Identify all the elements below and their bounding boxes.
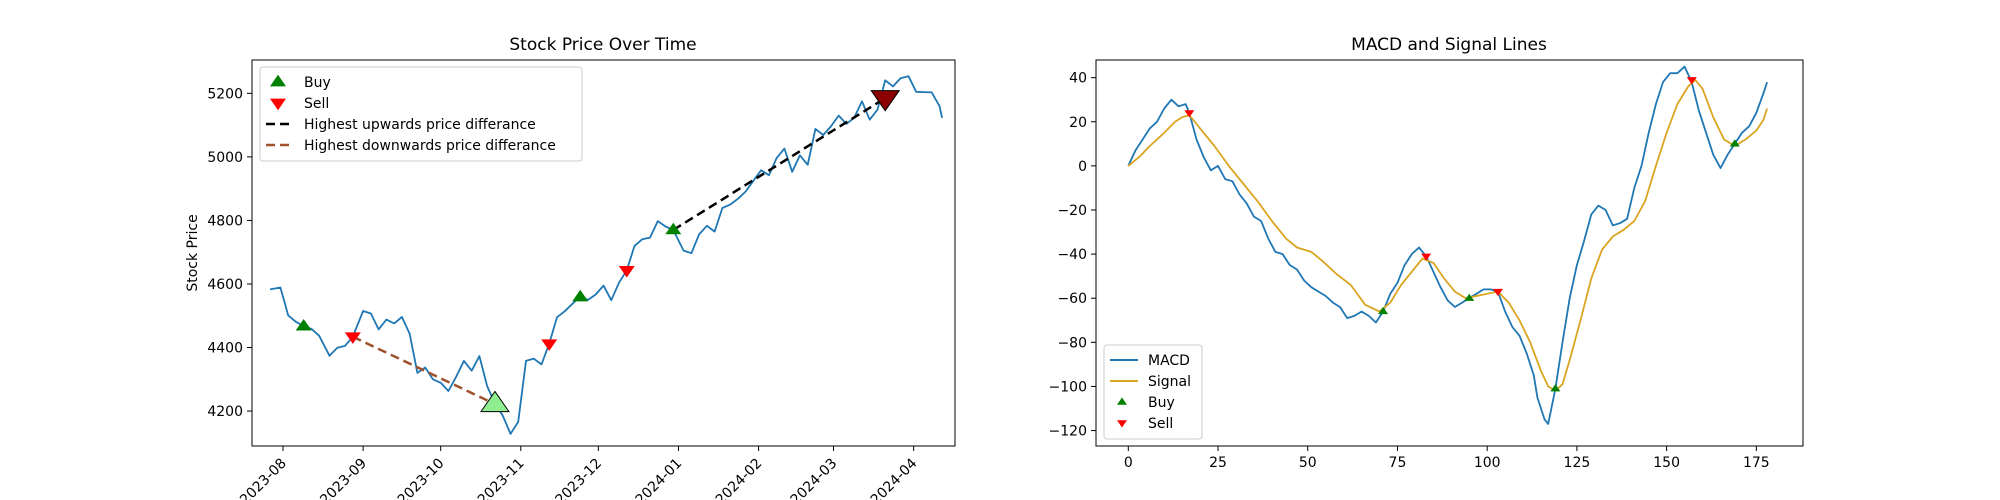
buy-marker bbox=[1378, 306, 1389, 315]
y-tick-label: 4400 bbox=[207, 341, 243, 357]
y-tick-label: −40 bbox=[1057, 247, 1087, 263]
x-tick-label: 2023-10 bbox=[395, 456, 448, 500]
legend: Buy Sell Highest upwards price differance H… bbox=[259, 66, 583, 162]
buy-marker bbox=[665, 222, 682, 235]
x-tick-label: 150 bbox=[1653, 455, 1680, 471]
downward-difference-line bbox=[352, 335, 496, 406]
x-tick-label: 125 bbox=[1564, 455, 1591, 471]
buy-marker bbox=[1729, 139, 1740, 147]
buy-marker bbox=[1550, 384, 1561, 392]
y-tick-label: −20 bbox=[1057, 203, 1087, 219]
price-line bbox=[269, 75, 943, 435]
y-tick-label: 0 bbox=[1078, 159, 1087, 175]
x-tick-label: 175 bbox=[1743, 455, 1770, 471]
y-tick-label: 4800 bbox=[207, 213, 243, 229]
sell-marker bbox=[618, 265, 635, 278]
x-tick-label: 2023-11 bbox=[475, 456, 528, 500]
x-tick-label: 2023-09 bbox=[317, 456, 370, 500]
legend-buy-icon bbox=[1117, 397, 1127, 405]
legend: MACD Signal Buy Sell bbox=[1103, 344, 1203, 440]
highlight-sell-marker bbox=[870, 90, 901, 112]
x-tick-label: 25 bbox=[1209, 455, 1227, 471]
sell-marker bbox=[1686, 77, 1697, 85]
price-chart-title: Stock Price Over Time bbox=[509, 35, 696, 55]
buy-marker bbox=[295, 319, 312, 331]
x-tick-label: 2024-04 bbox=[868, 455, 921, 500]
legend-label: Signal bbox=[1148, 374, 1191, 390]
legend-label: Buy bbox=[1148, 395, 1175, 411]
sell-marker bbox=[1184, 110, 1195, 118]
signal-line bbox=[1127, 79, 1768, 392]
macd-chart-title: MACD and Signal Lines bbox=[1351, 35, 1547, 55]
x-tick-label: 100 bbox=[1474, 455, 1501, 471]
macd-chart-panel: MACD and Signal Lines 0 25 50 75 100 125 150 17… bbox=[1049, 35, 1804, 471]
x-tick-label: 2024-01 bbox=[633, 456, 686, 500]
sell-marker bbox=[344, 332, 361, 344]
y-tick-label: 4600 bbox=[207, 277, 243, 293]
price-chart-panel: Stock Price Over Time Stock Price 2023-0… bbox=[185, 35, 956, 500]
x-tick-label: 50 bbox=[1299, 455, 1317, 471]
y-tick-label: 4200 bbox=[207, 404, 243, 420]
legend-label: Sell bbox=[1148, 416, 1173, 432]
legend-box bbox=[259, 66, 583, 162]
x-tick-label: 0 bbox=[1124, 455, 1133, 471]
legend-label: MACD bbox=[1148, 353, 1190, 369]
legend-label: Buy bbox=[304, 75, 331, 91]
legend-box bbox=[1103, 344, 1203, 440]
y-tick-label: 5200 bbox=[207, 86, 243, 102]
y-tick-label: −80 bbox=[1057, 335, 1087, 351]
sell-marker bbox=[1492, 288, 1503, 297]
y-tick-label: −120 bbox=[1049, 424, 1087, 440]
y-tick-label: −100 bbox=[1049, 379, 1087, 395]
price-chart-ylabel: Stock Price bbox=[185, 214, 201, 291]
plot-area bbox=[1095, 59, 1804, 447]
legend-sell-icon bbox=[1117, 420, 1127, 428]
buy-marker bbox=[572, 289, 589, 302]
legend-sell-icon bbox=[270, 98, 286, 111]
sell-marker bbox=[541, 339, 558, 351]
sell-marker bbox=[1421, 253, 1432, 261]
legend-label: Sell bbox=[304, 96, 329, 112]
macd-line bbox=[1127, 65, 1768, 425]
highlight-buy-marker bbox=[479, 390, 510, 413]
y-tick-label: 20 bbox=[1069, 115, 1087, 131]
x-tick-label: 75 bbox=[1389, 455, 1407, 471]
x-tick-label: 2023-08 bbox=[237, 456, 290, 500]
y-tick-label: 40 bbox=[1069, 71, 1087, 87]
x-tick-label: 2024-02 bbox=[713, 456, 766, 500]
y-tick-label: 5000 bbox=[207, 150, 243, 166]
x-tick-label: 2023-12 bbox=[552, 456, 605, 500]
buy-marker bbox=[1464, 293, 1475, 301]
legend-label: Highest upwards price differance bbox=[304, 117, 536, 133]
legend-label: Highest downwards price differance bbox=[304, 138, 556, 154]
y-tick-label: −60 bbox=[1057, 291, 1087, 307]
x-tick-label: 2024-03 bbox=[788, 456, 841, 500]
legend-buy-icon bbox=[270, 74, 286, 87]
